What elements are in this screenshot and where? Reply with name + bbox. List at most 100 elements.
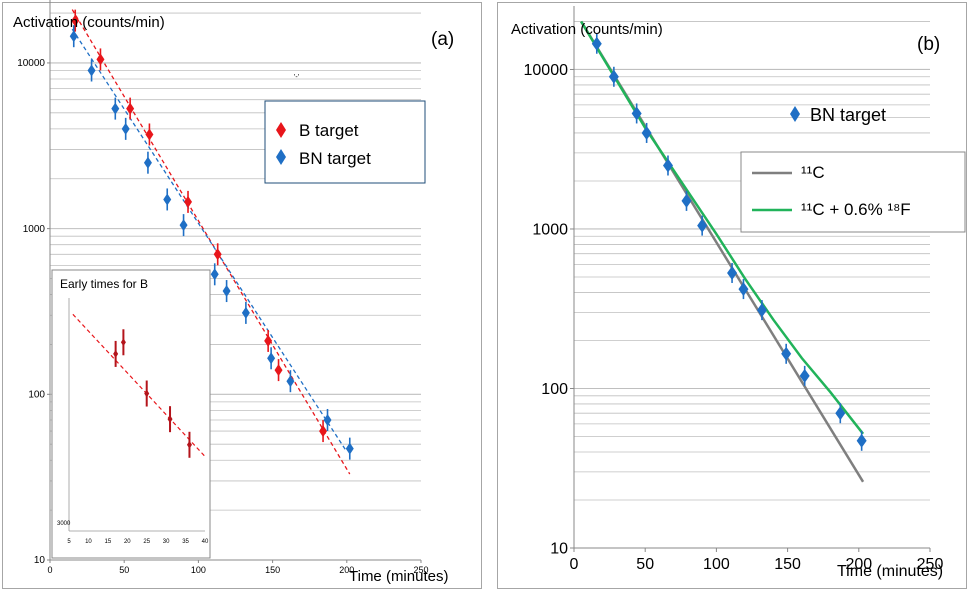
legend-bn-target-label: BN target: [299, 149, 371, 168]
inset-y-tick: 3000: [57, 521, 71, 527]
chart-a-stray-mark: '-': [294, 74, 299, 81]
data-point-b-target: [184, 195, 193, 208]
x-tick-label: 50: [119, 565, 129, 575]
data-point-b-target: [145, 128, 154, 141]
y-tick-label: 1000: [23, 224, 46, 235]
y-tick-label: 10: [550, 541, 568, 558]
y-tick-label: 10000: [17, 58, 45, 69]
y-tick-label: 100: [541, 381, 568, 398]
chart-a-xlabel: Time (minutes): [349, 568, 448, 585]
data-point-bn-target: [111, 102, 120, 115]
chart-panel-a: 0 50 100 150 200 250 10 100 1000 10000 Activatio…: [2, 0, 482, 589]
inset-x-tick-label: 15: [105, 539, 112, 545]
x-tick-label: 250: [917, 556, 944, 573]
chart-a-y-ticks: 10 100 1000 10000: [17, 58, 50, 566]
y-tick-label: 10000: [524, 62, 569, 79]
data-point-bn-target: [222, 285, 231, 298]
data-point-bn-target-b: [835, 406, 846, 421]
inset-x-ticks: 5 10 15 20 25 30 35 40: [67, 539, 209, 545]
data-point-bn-target: [241, 306, 250, 319]
data-point-bn-target-b: [799, 368, 810, 383]
inset-title: Early times for B: [60, 277, 148, 291]
chart-b-points: [591, 33, 867, 451]
inset-data-point: [120, 338, 126, 347]
data-point-bn-target: [143, 156, 152, 169]
inset-data-point: [167, 415, 173, 424]
legend-b-target-marker: [276, 122, 286, 138]
legend-bn-target-marker-b: [790, 106, 800, 122]
legend-c11-label: ¹¹C: [801, 163, 825, 182]
y-tick-label: 1000: [532, 222, 568, 239]
x-tick-label: 250: [413, 565, 428, 575]
data-point-b-target: [96, 53, 105, 66]
data-point-bn-target: [210, 268, 219, 281]
inset-x-tick-label: 5: [67, 539, 71, 545]
data-point-bn-target: [179, 219, 188, 232]
chart-panel-b: 0 50 100 150 200 250 10 100 1000 10000 Activatio…: [497, 2, 967, 589]
x-tick-label: 0: [47, 565, 52, 575]
inset-x-tick-label: 40: [202, 539, 209, 545]
inset-data-point: [186, 440, 192, 449]
chart-b-x-ticks: 0 50 100 150 200 250: [570, 548, 944, 573]
chart-a-ylabel: Activation (counts/min): [13, 14, 165, 31]
inset-fit-line: [72, 313, 206, 457]
chart-a-points: [69, 9, 354, 460]
data-point-bn-target: [163, 193, 172, 206]
inset-points: [72, 313, 206, 458]
x-tick-label: 50: [636, 556, 654, 573]
inset-x-tick-label: 25: [143, 539, 150, 545]
x-tick-label: 100: [191, 565, 206, 575]
data-point-b-target: [126, 102, 135, 115]
data-point-bn-target-b: [856, 433, 867, 448]
x-tick-label: 150: [774, 556, 801, 573]
chart-b-legend-points: BN target: [790, 105, 886, 125]
data-point-b-target: [264, 334, 273, 347]
chart-b-svg: 0 50 100 150 200 250 10 100 1000 10000 Activatio…: [511, 6, 966, 580]
inset-x-tick-label: 35: [182, 539, 189, 545]
data-point-bn-target-b: [631, 106, 642, 121]
data-point-b-target: [71, 14, 80, 27]
x-tick-label: 200: [339, 565, 354, 575]
chart-b-panel-label: (b): [917, 34, 940, 55]
data-point-bn-target: [286, 375, 295, 388]
curve-c11-f18: [580, 20, 865, 435]
chart-b-ylabel: Activation (counts/min): [511, 21, 663, 38]
inset-x-tick-label: 30: [163, 539, 170, 545]
y-tick-label: 10: [34, 555, 46, 566]
chart-a-panel-label: (a): [431, 29, 454, 50]
data-point-b-target: [319, 425, 328, 438]
x-tick-label: 100: [703, 556, 730, 573]
legend-b-target-label: B target: [299, 121, 359, 140]
fit-line-b-target: [71, 9, 351, 475]
data-point-bn-target: [267, 352, 276, 365]
data-point-bn-target-b: [756, 303, 767, 318]
legend-c11-f18-label: ¹¹C + 0.6% ¹⁸F: [801, 200, 911, 219]
x-tick-label: 200: [845, 556, 872, 573]
chart-b-model-curves: [580, 20, 865, 483]
data-point-bn-target: [345, 442, 354, 455]
data-point-bn-target-b: [662, 158, 673, 173]
chart-a-legend: B target BN target: [264, 100, 426, 184]
data-point-bn-target-b: [681, 193, 692, 208]
chart-b-gridlines: [574, 21, 930, 501]
inset-data-point: [144, 389, 150, 398]
data-point-bn-target-b: [727, 265, 738, 280]
legend-bn-target-label-b: BN target: [810, 105, 886, 125]
x-tick-label: 150: [265, 565, 280, 575]
data-point-bn-target-b: [697, 218, 708, 233]
inset-x-tick-label: 10: [85, 539, 92, 545]
chart-a-svg: 0 50 100 150 200 250 10 100 1000 10000 Activatio…: [13, 0, 454, 585]
chart-b-xlabel: Time (minutes): [837, 563, 943, 580]
data-point-bn-target-b: [738, 282, 749, 297]
chart-a-inset: Early times for B 3000 5 10 15 20 25 30 35 40: [51, 269, 211, 559]
chart-a-fit-lines: [71, 9, 351, 475]
data-point-b-target: [213, 248, 222, 261]
inset-data-point: [113, 349, 119, 358]
data-point-bn-target-b: [641, 125, 652, 140]
data-point-bn-target: [323, 413, 332, 426]
data-point-bn-target: [69, 30, 78, 43]
data-point-bn-target: [87, 64, 96, 77]
y-tick-label: 100: [28, 389, 45, 400]
x-tick-label: 0: [570, 556, 579, 573]
data-point-bn-target-b: [591, 36, 602, 51]
